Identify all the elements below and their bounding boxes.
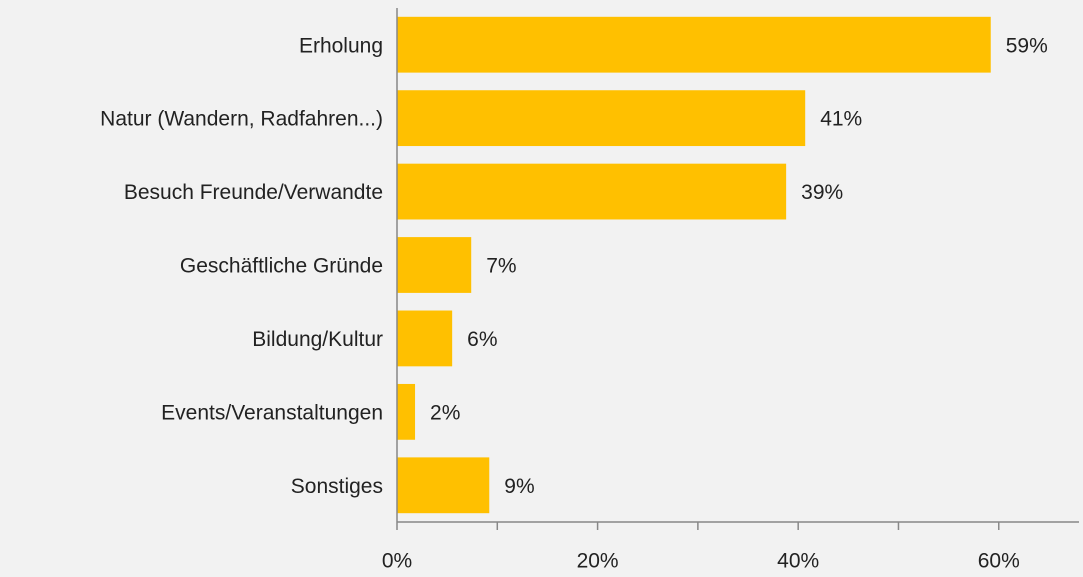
x-tick-label: 40% — [777, 550, 819, 573]
bar — [397, 90, 806, 147]
bar — [397, 310, 453, 367]
category-label: Events/Veranstaltungen — [161, 401, 383, 424]
bar — [397, 16, 991, 73]
bar — [397, 457, 490, 514]
bar — [397, 163, 787, 220]
value-label: 6% — [467, 328, 497, 351]
category-label: Geschäftliche Gründe — [180, 255, 383, 278]
category-label: Besuch Freunde/Verwandte — [124, 181, 383, 204]
value-label: 59% — [1006, 34, 1048, 57]
x-tick-label: 60% — [978, 550, 1020, 573]
value-label: 7% — [486, 255, 516, 278]
category-label: Erholung — [299, 34, 383, 57]
value-label: 9% — [504, 475, 534, 498]
bar — [397, 237, 472, 293]
category-label: Bildung/Kultur — [252, 328, 383, 351]
bar — [397, 383, 416, 440]
value-label: 41% — [820, 108, 862, 131]
value-label: 2% — [430, 401, 460, 424]
category-label: Natur (Wandern, Radfahren...) — [100, 108, 383, 131]
x-tick-label: 0% — [382, 550, 412, 573]
x-tick-label: 20% — [577, 550, 619, 573]
value-label: 39% — [801, 181, 843, 204]
category-label: Sonstiges — [291, 475, 383, 498]
